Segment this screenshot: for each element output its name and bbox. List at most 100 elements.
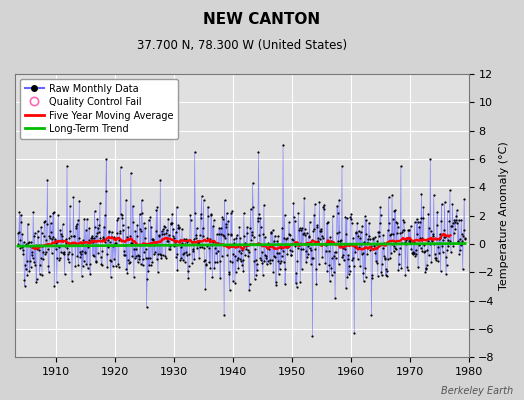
Point: [350, 263, 358, 269]
Point: [389, 248, 398, 254]
Point: [261, 252, 269, 258]
Point: [340, 257, 348, 264]
Point: [78, 248, 86, 254]
Point: [212, 241, 220, 247]
Point: [405, 238, 413, 244]
Point: [161, 252, 169, 259]
Point: [39, 248, 47, 255]
Point: [131, 228, 139, 234]
Point: [144, 216, 152, 223]
Point: [192, 225, 201, 232]
Point: [253, 215, 261, 221]
Point: [60, 250, 68, 257]
Point: [440, 234, 448, 240]
Point: [390, 208, 399, 214]
Point: [320, 206, 328, 212]
Point: [453, 207, 461, 214]
Point: [107, 258, 115, 264]
Point: [377, 269, 386, 275]
Point: [430, 241, 439, 247]
Point: [140, 249, 148, 256]
Point: [235, 248, 243, 254]
Point: [429, 230, 437, 237]
Point: [282, 236, 290, 242]
Point: [340, 243, 348, 249]
Point: [433, 209, 441, 215]
Point: [278, 224, 286, 231]
Point: [292, 280, 300, 287]
Point: [277, 258, 285, 264]
Point: [124, 224, 133, 230]
Point: [445, 240, 453, 246]
Point: [118, 215, 126, 222]
Point: [370, 241, 378, 247]
Point: [379, 232, 387, 238]
Point: [216, 274, 224, 281]
Point: [268, 256, 276, 263]
Point: [322, 242, 331, 248]
Point: [189, 248, 198, 254]
Point: [38, 272, 46, 278]
Point: [89, 239, 97, 246]
Point: [322, 248, 330, 254]
Point: [230, 240, 238, 247]
Point: [305, 219, 314, 225]
Point: [74, 235, 83, 241]
Point: [203, 235, 212, 241]
Point: [180, 250, 189, 256]
Point: [186, 212, 194, 218]
Point: [121, 252, 129, 258]
Point: [316, 226, 325, 232]
Point: [398, 229, 407, 235]
Point: [225, 287, 234, 294]
Point: [270, 233, 279, 239]
Point: [302, 259, 310, 265]
Point: [427, 228, 435, 234]
Point: [411, 247, 420, 254]
Point: [39, 256, 48, 262]
Point: [30, 259, 38, 266]
Point: [136, 211, 144, 217]
Point: [84, 236, 93, 243]
Point: [203, 243, 211, 249]
Point: [29, 233, 38, 240]
Point: [433, 244, 442, 250]
Point: [361, 213, 369, 220]
Point: [299, 230, 307, 237]
Point: [194, 239, 203, 245]
Point: [283, 234, 291, 241]
Point: [54, 212, 62, 218]
Point: [229, 278, 237, 284]
Point: [43, 221, 51, 228]
Point: [446, 187, 454, 193]
Point: [213, 231, 221, 238]
Point: [151, 240, 160, 247]
Point: [413, 231, 421, 237]
Point: [421, 248, 429, 255]
Point: [100, 223, 108, 230]
Point: [69, 242, 77, 248]
Point: [63, 163, 71, 169]
Point: [289, 237, 297, 243]
Point: [74, 262, 82, 268]
Point: [327, 265, 335, 271]
Point: [168, 233, 177, 239]
Point: [41, 218, 49, 224]
Point: [138, 262, 147, 268]
Point: [247, 237, 255, 243]
Point: [418, 248, 427, 254]
Point: [14, 241, 23, 247]
Point: [363, 251, 372, 258]
Point: [380, 240, 388, 246]
Point: [365, 220, 373, 226]
Point: [97, 261, 106, 268]
Point: [34, 228, 42, 234]
Point: [339, 245, 347, 251]
Point: [432, 222, 441, 228]
Point: [320, 202, 329, 208]
Point: [128, 240, 136, 246]
Point: [74, 217, 82, 224]
Point: [66, 228, 74, 234]
Point: [72, 224, 80, 231]
Point: [189, 246, 197, 252]
